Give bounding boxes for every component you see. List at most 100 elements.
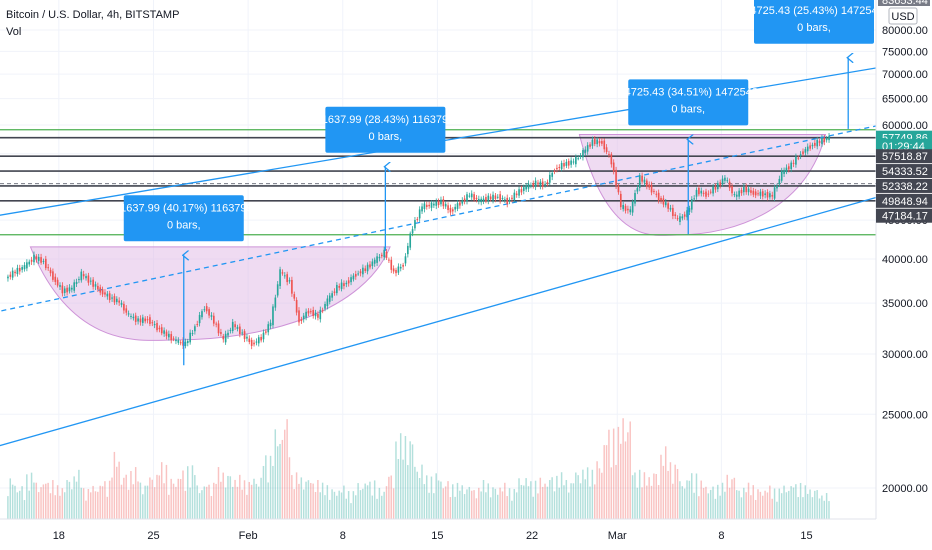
volume-indicator-label[interactable]: Vol <box>6 26 22 38</box>
candle <box>818 139 821 147</box>
candle-body <box>276 284 279 296</box>
candle <box>764 190 766 199</box>
volume-bar <box>444 486 447 519</box>
volume-bar <box>331 489 333 519</box>
measure-annotation-3[interactable]: 14725.43 (34.51%) 1472543 0 bars, <box>619 79 758 235</box>
candle <box>780 167 783 183</box>
volume-bar <box>646 485 648 519</box>
volume-bar <box>721 482 724 519</box>
candle-body <box>310 311 312 313</box>
volume-bar <box>719 495 721 519</box>
y-tick-label: 25000.00 <box>882 409 928 421</box>
candle <box>286 271 288 286</box>
volume-bar <box>163 483 165 519</box>
measure-annotation-2[interactable]: 11637.99 (28.43%) 1163799 0 bars, <box>316 106 454 251</box>
volume-bar <box>681 486 684 519</box>
candle-body <box>61 285 64 294</box>
candle <box>821 134 823 147</box>
candle <box>648 181 651 191</box>
candle-body <box>790 162 793 170</box>
volume-bar <box>253 478 255 519</box>
candle <box>364 265 367 274</box>
volume-bar <box>18 490 21 519</box>
candle <box>340 279 343 292</box>
candle <box>267 321 270 336</box>
candle-body <box>700 190 703 194</box>
candle-body <box>698 187 700 195</box>
candle-body <box>123 303 125 311</box>
price-tag-bg <box>876 193 932 208</box>
candle <box>683 211 686 220</box>
volume-bar <box>160 462 163 519</box>
volume-bar <box>480 491 482 519</box>
candle-body <box>591 139 594 146</box>
measure-annotation-1[interactable]: 11637.99 (40.17%) 1163799 0 bars, <box>115 195 253 366</box>
volume-bar <box>799 482 802 519</box>
candle-body <box>572 161 575 163</box>
y-tick-label: 70000.00 <box>882 69 928 81</box>
volume-bar <box>355 495 357 519</box>
volume-bar <box>586 467 589 519</box>
chart-legend: Bitcoin / U.S. Dollar, 4h, BITSTAMP Vol <box>6 7 179 41</box>
candle <box>513 189 516 203</box>
candle <box>215 321 218 328</box>
candle <box>352 273 355 282</box>
candle-body <box>49 269 52 274</box>
y-tick-label: 65000.00 <box>882 94 928 106</box>
candle-body <box>641 175 643 182</box>
volume-bar <box>544 483 546 519</box>
candle <box>7 274 9 282</box>
candle-body <box>447 205 449 211</box>
volume-bar <box>572 483 575 519</box>
candle-body <box>343 283 345 287</box>
volume-bar <box>319 492 321 519</box>
candle <box>63 286 66 297</box>
symbol-title[interactable]: Bitcoin / U.S. Dollar, 4h, BITSTAMP <box>6 9 180 21</box>
candle-body <box>101 289 104 295</box>
volume-bar <box>35 482 38 519</box>
candle <box>407 242 409 258</box>
price-tag-bg <box>876 178 932 193</box>
candle-body <box>340 282 343 289</box>
volume-bar <box>213 482 215 519</box>
candle-body <box>596 139 598 145</box>
volume-bar <box>679 481 681 519</box>
candle <box>186 338 189 347</box>
volume-bar <box>601 472 603 519</box>
volume-bar <box>189 487 191 519</box>
volume-bar <box>430 476 433 519</box>
volume-bar <box>452 484 454 519</box>
volume-bar <box>314 491 317 519</box>
candle-body <box>442 199 445 207</box>
candle <box>82 270 85 280</box>
currency-badge <box>888 7 918 25</box>
volume-bar <box>489 497 492 519</box>
candle-body <box>629 209 632 213</box>
candle <box>506 194 509 208</box>
candle <box>797 155 800 161</box>
candle-body <box>672 207 674 216</box>
candle-body <box>298 310 300 323</box>
candle-body <box>589 144 591 147</box>
volume-bar <box>158 475 161 519</box>
volume-bar <box>366 485 369 519</box>
candle <box>21 264 23 273</box>
candle-body <box>369 264 371 268</box>
currency-label: USD <box>891 11 914 23</box>
volume-bar <box>783 485 785 519</box>
candle <box>283 272 286 279</box>
volume-bar <box>757 489 759 519</box>
price-tag-label: 49848.94 <box>882 196 928 208</box>
candle-body <box>504 199 506 201</box>
candle <box>546 179 549 187</box>
candle <box>695 187 698 200</box>
candle <box>402 262 404 270</box>
candle <box>702 190 705 197</box>
candle <box>281 269 284 276</box>
volume-bar <box>203 486 206 519</box>
candle <box>662 195 665 208</box>
candle <box>331 290 333 301</box>
volume-bar <box>733 477 736 519</box>
measure-annotation-4[interactable]: 14725.43 (25.43%) 1472543 0 bars, <box>744 0 884 129</box>
